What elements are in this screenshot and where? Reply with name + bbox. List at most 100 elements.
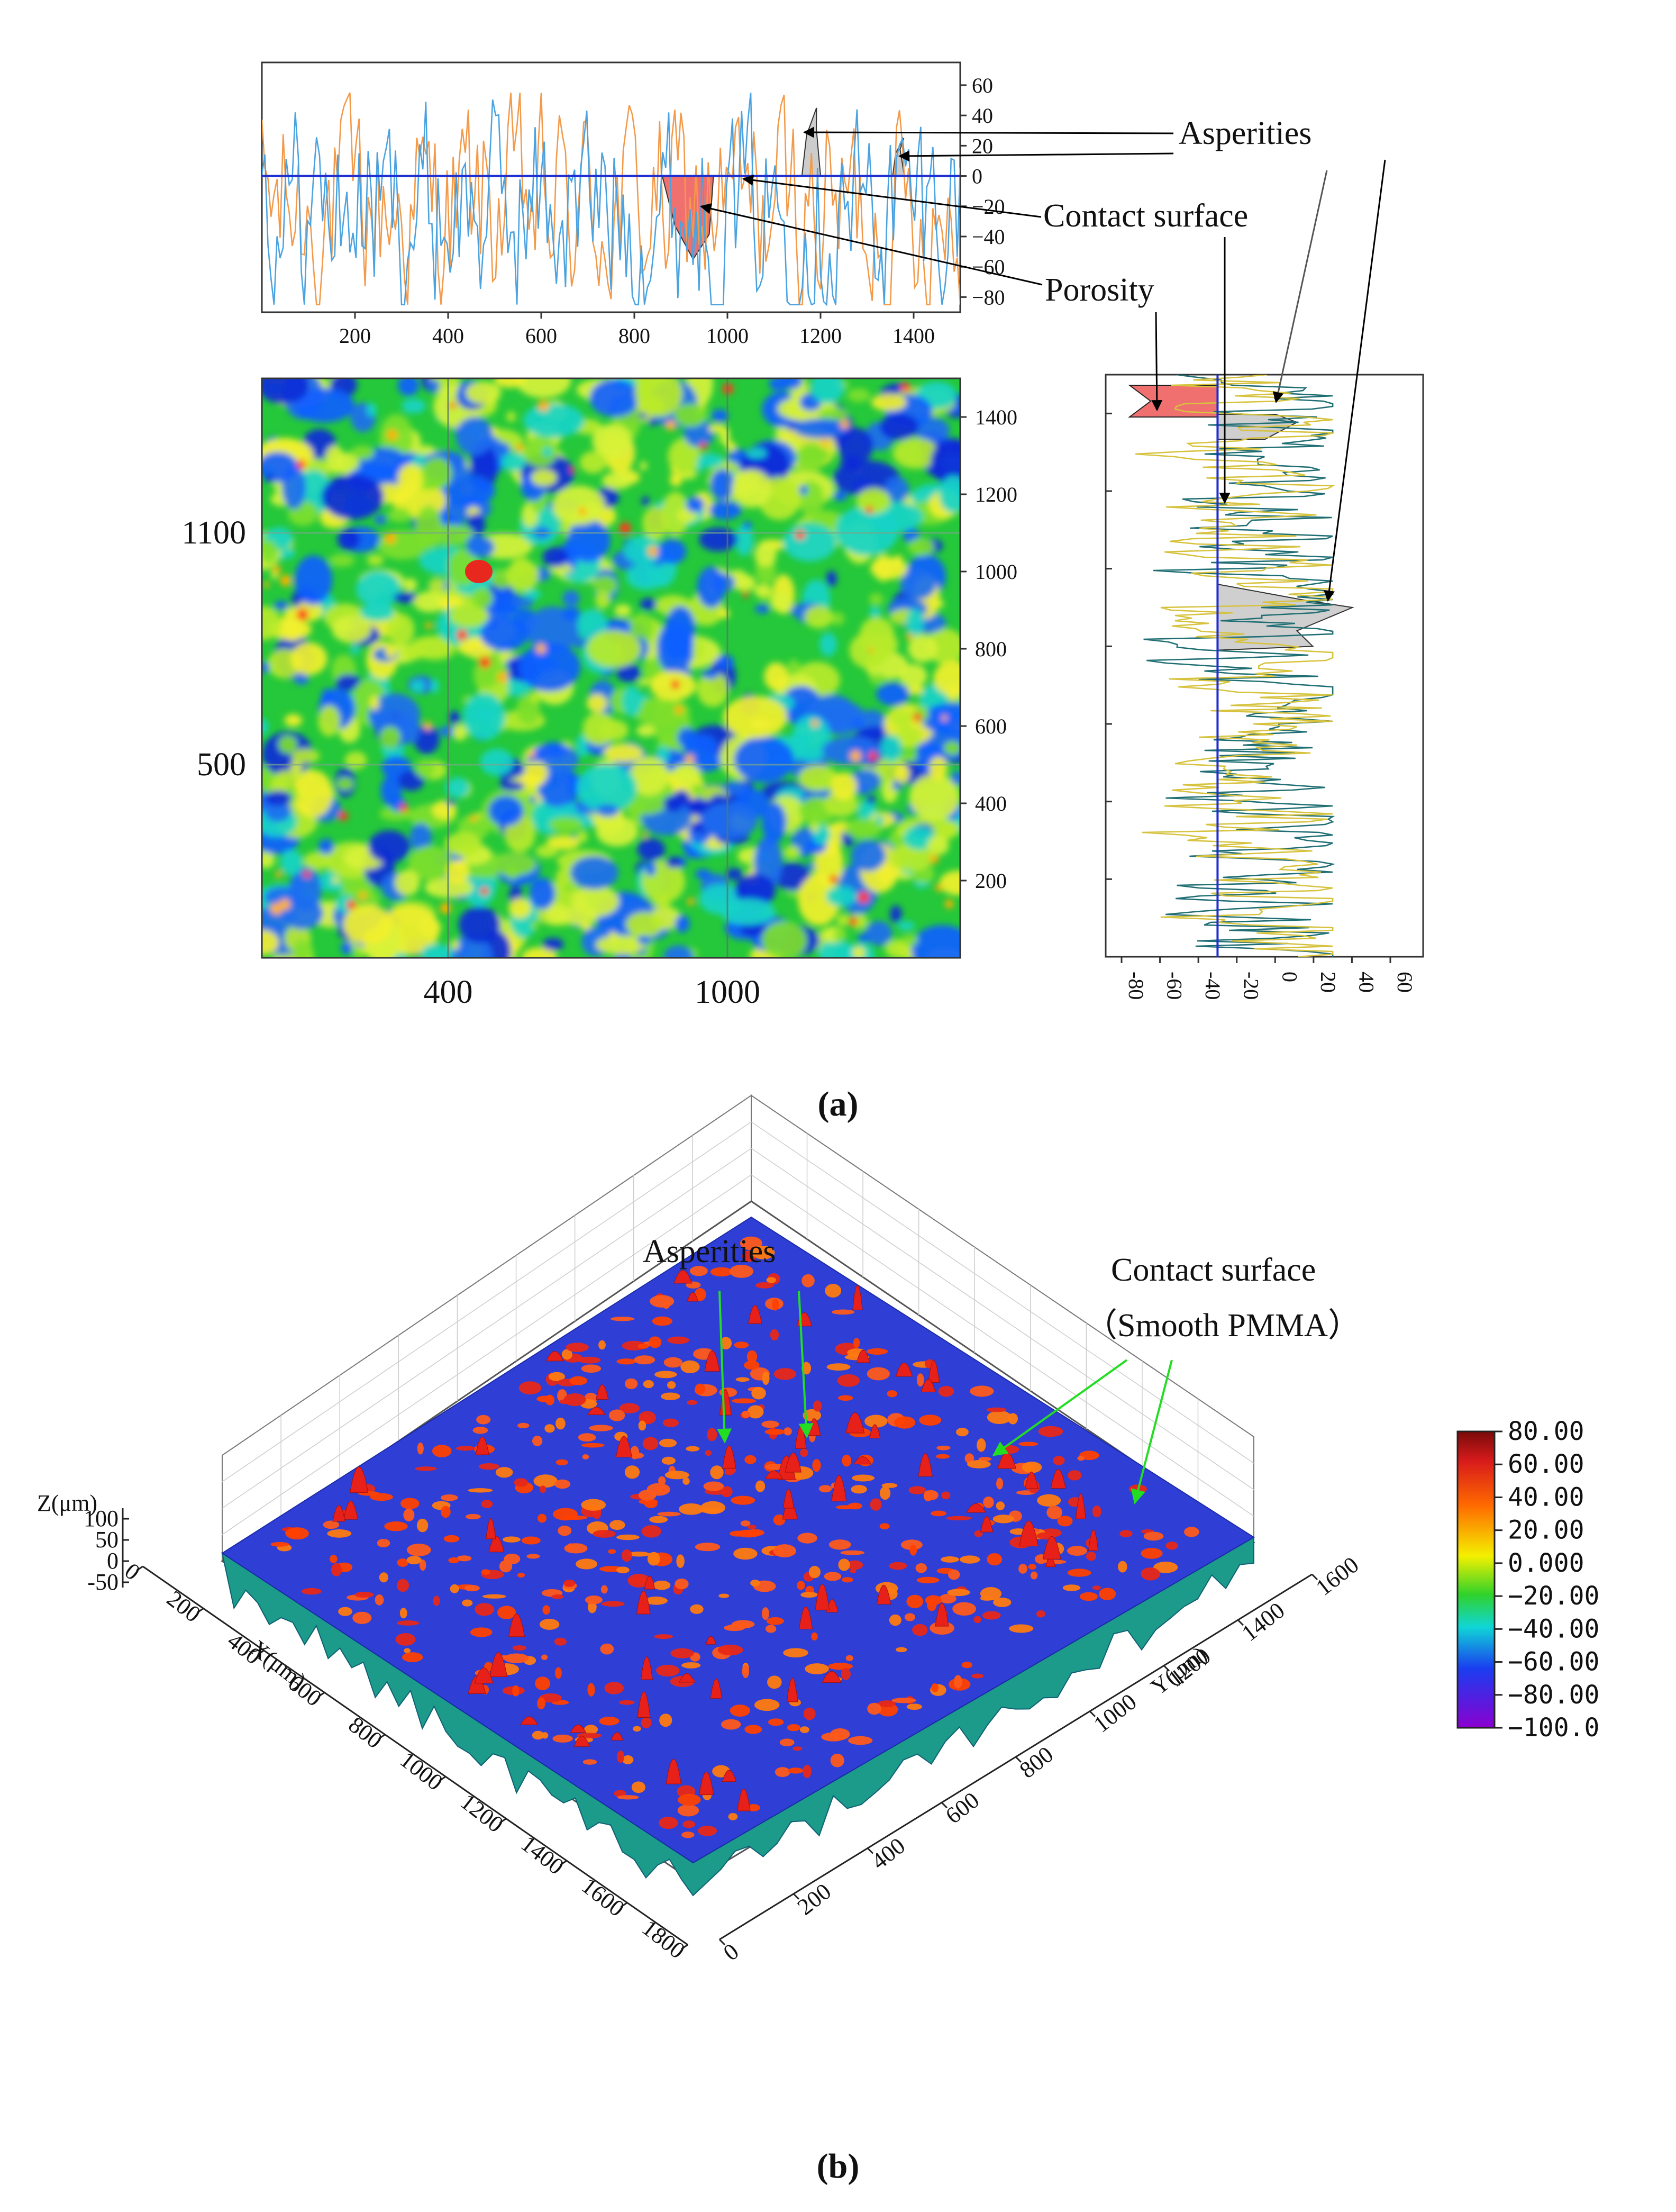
- surface-patch: [800, 1592, 818, 1598]
- surface-patch: [808, 1565, 821, 1579]
- surface-peak: [644, 1576, 655, 1590]
- colorbar-tick-label: 0.000: [1508, 1548, 1584, 1578]
- heat-blob: [901, 934, 918, 946]
- surface-patch: [616, 1534, 640, 1540]
- surface-patch: [779, 1738, 795, 1746]
- surface-patch: [377, 1538, 390, 1547]
- surface-patch: [751, 1386, 766, 1400]
- heat-blob: [761, 921, 807, 958]
- heat-blob: [449, 603, 489, 628]
- heat-blob: [524, 761, 549, 785]
- surface-patch: [698, 1825, 717, 1836]
- heat-blob: [367, 554, 384, 566]
- surface-patch: [977, 1438, 986, 1452]
- surface-patch: [327, 1529, 352, 1538]
- surface-patch: [681, 1662, 701, 1669]
- heat-blob: [946, 686, 960, 700]
- heat-hotspot: [528, 750, 535, 757]
- surface-patch: [754, 1699, 780, 1711]
- heat-blob: [784, 845, 800, 859]
- label-porosity-a: Porosity: [1045, 272, 1154, 308]
- surface-patch: [663, 1357, 683, 1368]
- surface-patch: [700, 1501, 726, 1515]
- heat-hotspot: [449, 402, 456, 409]
- surface-patch: [657, 1511, 681, 1517]
- surface-peak: [673, 1270, 693, 1284]
- surface-patch: [440, 1506, 451, 1518]
- surface-patch: [689, 1266, 708, 1276]
- heat-blob: [398, 770, 424, 791]
- heat-right-tick-label: 1200: [975, 483, 1017, 506]
- surface-patch: [540, 1485, 546, 1493]
- heat-hotspot: [578, 507, 587, 515]
- colorbar-tick-label: −60.00: [1508, 1647, 1599, 1677]
- surface-patch: [395, 1633, 416, 1646]
- heat-blob: [837, 427, 873, 465]
- heat-blob: [657, 539, 687, 565]
- y3d-tick-label: 1600: [1311, 1552, 1364, 1601]
- heat-hotspot: [516, 443, 524, 451]
- surface-patch: [631, 1781, 645, 1793]
- heat-blob: [303, 851, 331, 871]
- heat-hotspot: [866, 506, 873, 514]
- surface-patch: [1141, 1567, 1160, 1581]
- heat-blob: [449, 711, 461, 724]
- heat-blob: [278, 735, 298, 754]
- top-series-profile-orange: [262, 92, 960, 305]
- surface-patch: [448, 1557, 460, 1564]
- surface-patch: [641, 1717, 652, 1728]
- heat-blob: [665, 606, 695, 651]
- surface-patch: [783, 1648, 808, 1658]
- heat-hotspot: [480, 887, 489, 895]
- heat-hotspot: [347, 900, 356, 910]
- surface-patch: [744, 1725, 762, 1734]
- surface-patch: [667, 1336, 689, 1344]
- heat-blob: [798, 765, 839, 791]
- heat-blob: [403, 644, 425, 660]
- surface-patch: [638, 1490, 657, 1501]
- surface-patch: [664, 1471, 689, 1480]
- heat-blob: [726, 868, 743, 881]
- surface-patch: [850, 1569, 857, 1573]
- surface-patch: [504, 1653, 529, 1663]
- surface-patch: [695, 1383, 705, 1395]
- surface-peak: [489, 1652, 508, 1677]
- surface-patch: [472, 1427, 488, 1434]
- surface-patch: [1022, 1462, 1042, 1473]
- heat-blob: [274, 601, 289, 610]
- surface-patch: [773, 1514, 786, 1526]
- surface-patch: [931, 1510, 947, 1517]
- surface-patch: [720, 1337, 732, 1349]
- surface-patch: [938, 1386, 954, 1397]
- surface-patch: [639, 1499, 658, 1505]
- heat-blob: [523, 589, 541, 600]
- heat-blob: [262, 540, 278, 564]
- surface-patch: [967, 1460, 991, 1468]
- heat-left-tick-label: 1100: [181, 515, 246, 551]
- arrow-contact-surface-top: [742, 174, 1042, 218]
- x3d-tick-mark: [257, 1649, 265, 1656]
- surface-patch: [541, 1654, 548, 1661]
- heat-hotspot: [930, 855, 939, 864]
- surface-patch: [554, 1637, 567, 1646]
- surface-patch: [402, 1652, 423, 1662]
- surface-patch: [598, 1340, 606, 1350]
- x3d-tick-label: 1600: [577, 1873, 630, 1922]
- surface-patch: [561, 1349, 572, 1360]
- surface-patch: [270, 1542, 289, 1547]
- surface-patch: [853, 1338, 860, 1348]
- surface-patch: [987, 1410, 1012, 1424]
- panel-label-a: (a): [818, 1085, 859, 1123]
- surface-patch: [896, 1647, 907, 1653]
- surface-patch: [641, 1525, 661, 1538]
- heat-blob: [294, 388, 355, 423]
- heat-blob: [431, 678, 439, 694]
- heat-blob: [637, 679, 650, 686]
- heat-hotspot: [470, 815, 477, 822]
- heat-blob: [939, 475, 960, 513]
- heat-blob: [636, 724, 657, 737]
- heat-blob: [379, 726, 401, 749]
- surface-patch: [953, 1675, 962, 1689]
- surface-patch: [982, 1611, 1001, 1620]
- surface-peak: [475, 1436, 489, 1455]
